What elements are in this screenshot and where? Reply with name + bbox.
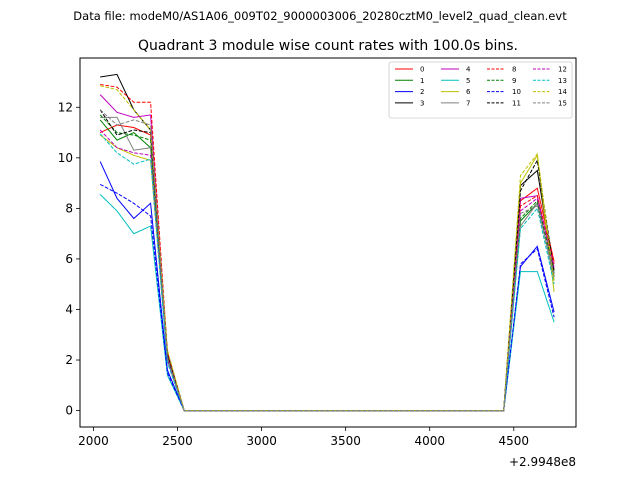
x-tick-label: 4000 [414,434,445,448]
legend-label-11: 11 [512,99,521,107]
legend-label-7: 7 [466,99,470,107]
legend-label-12: 12 [558,66,567,74]
legend-label-2: 2 [420,88,424,96]
legend-frame [388,61,573,119]
legend-label-10: 10 [512,88,521,96]
legend-label-9: 9 [512,77,516,85]
y-tick-label: 8 [65,201,73,215]
y-tick-label: 0 [65,404,73,418]
legend-label-4: 4 [466,66,471,74]
y-tick-label: 10 [58,151,73,165]
legend-label-1: 1 [420,77,424,85]
legend-label-8: 8 [512,66,516,74]
y-tick-label: 6 [65,252,73,266]
legend-label-15: 15 [558,99,567,107]
x-offset-label: +2.9948e8 [509,455,576,469]
y-tick-label: 2 [65,353,73,367]
legend-label-3: 3 [420,99,424,107]
x-axis-ticks: 2000 2500 3000 3500 4000 4500 [78,427,529,448]
legend-label-0: 0 [420,66,424,74]
axes-frame [79,57,577,428]
series-layer [99,73,555,412]
x-tick-label: 3500 [330,434,361,448]
x-tick-label: 2000 [78,434,109,448]
chart-title: Quadrant 3 module wise count rates with … [138,38,518,54]
y-axis-ticks: 0 2 4 6 8 10 12 [58,100,80,418]
y-tick-label: 12 [58,100,73,114]
suptitle: Data file: modeM0/AS1A06_009T02_90000030… [73,9,567,23]
legend-label-13: 13 [558,77,567,85]
legend-label-5: 5 [466,77,470,85]
x-tick-label: 3000 [246,434,277,448]
legend-label-6: 6 [466,88,471,96]
x-tick-label: 2500 [162,434,193,448]
y-tick-label: 4 [65,302,73,316]
series-line-15 [99,109,555,412]
legend-label-14: 14 [558,88,567,96]
x-tick-label: 4500 [499,434,530,448]
